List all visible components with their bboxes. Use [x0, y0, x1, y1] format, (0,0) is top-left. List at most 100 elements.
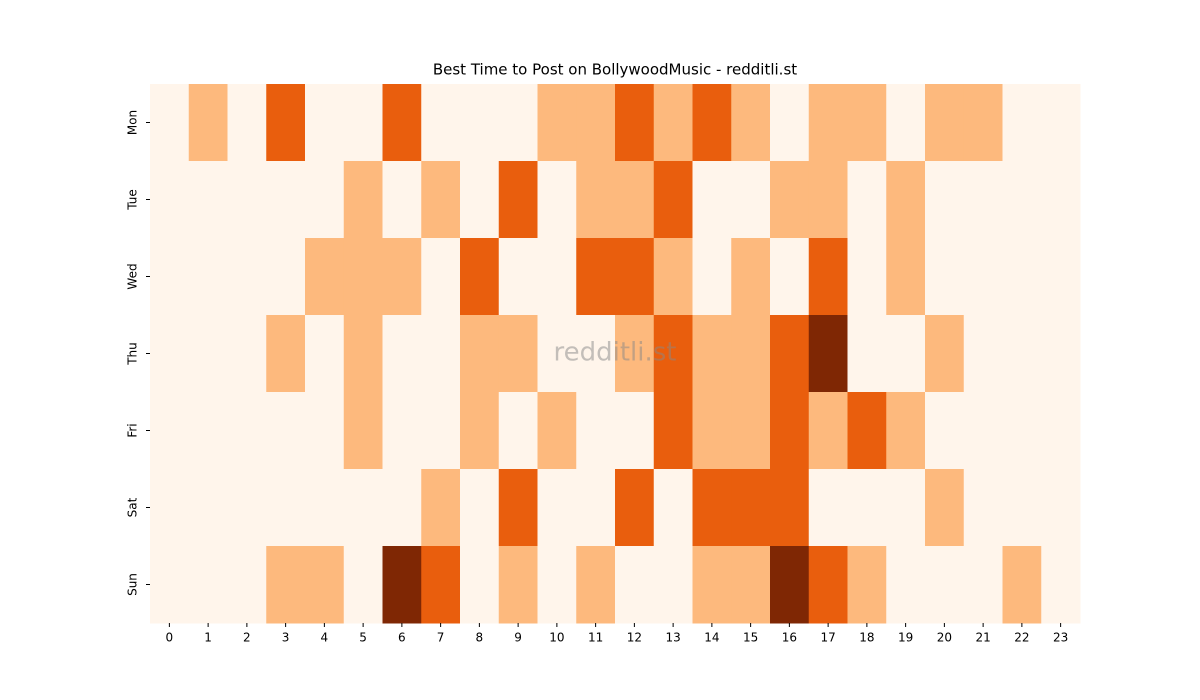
heatmap-cell: [266, 238, 306, 316]
heatmap-cell: [731, 469, 771, 547]
x-tick-label: 21: [975, 631, 990, 645]
heatmap-cell: [343, 392, 383, 470]
heatmap-cell: [150, 315, 190, 393]
heatmap-cell: [382, 546, 422, 624]
heatmap-cell: [227, 315, 267, 393]
heatmap-cell: [692, 392, 732, 470]
x-tick-label: 8: [476, 631, 484, 645]
heatmap-cell: [576, 161, 616, 239]
x-tick-label: 15: [743, 631, 758, 645]
heatmap-cell: [963, 546, 1003, 624]
heatmap-cell: [576, 315, 616, 393]
heatmap-cell: [808, 469, 848, 547]
heatmap-cell: [615, 546, 655, 624]
heatmap-cell: [925, 392, 965, 470]
heatmap-cell: [188, 469, 228, 547]
heatmap-cell: [576, 84, 616, 162]
heatmap-cell: [421, 392, 461, 470]
heatmap-cell: [615, 161, 655, 239]
heatmap-cell: [1002, 546, 1042, 624]
heatmap-cell: [963, 161, 1003, 239]
x-tick-label: 0: [166, 631, 174, 645]
heatmap-cell: [615, 315, 655, 393]
heatmap-cell: [615, 392, 655, 470]
heatmap-cell: [731, 161, 771, 239]
x-tick-label: 17: [820, 631, 835, 645]
heatmap-cell: [188, 161, 228, 239]
x-tick-label: 1: [204, 631, 212, 645]
heatmap-cell: [305, 84, 345, 162]
heatmap-cell: [150, 161, 190, 239]
heatmap-cell: [537, 546, 577, 624]
heatmap-cell: [925, 161, 965, 239]
heatmap-cell: [227, 546, 267, 624]
heatmap-cell: [343, 546, 383, 624]
heatmap-cell: [886, 546, 926, 624]
heatmap-cell: [808, 238, 848, 316]
x-tick-label: 23: [1053, 631, 1068, 645]
heatmap-cell: [382, 161, 422, 239]
heatmap-cell: [692, 84, 732, 162]
heatmap-cell: [692, 546, 732, 624]
heatmap-cell: [266, 161, 306, 239]
heatmap-cell: [653, 161, 693, 239]
heatmap-cell: [615, 469, 655, 547]
heatmap-cell: [886, 161, 926, 239]
heatmap-cell: [227, 161, 267, 239]
heatmap-cell: [653, 84, 693, 162]
x-tick-label: 3: [282, 631, 290, 645]
heatmap-cell: [1041, 315, 1081, 393]
x-tick-label: 6: [398, 631, 406, 645]
heatmap-cell: [963, 392, 1003, 470]
x-tick-label: 2: [243, 631, 251, 645]
x-tick-label: 7: [437, 631, 445, 645]
heatmap-cell: [1041, 546, 1081, 624]
heatmap-cell: [847, 238, 887, 316]
heatmap-cell: [847, 161, 887, 239]
heatmap-cell: [653, 315, 693, 393]
heatmap-cell: [770, 469, 810, 547]
heatmap-cell: [770, 161, 810, 239]
heatmap-cell: [305, 546, 345, 624]
heatmap-cell: [886, 469, 926, 547]
heatmap-cell: [266, 84, 306, 162]
heatmap-cell: [1002, 469, 1042, 547]
x-tick-label: 20: [937, 631, 952, 645]
heatmap-cell: [692, 161, 732, 239]
y-tick-label: Mon: [126, 110, 140, 135]
heatmap-cell: [653, 392, 693, 470]
heatmap-cell: [537, 161, 577, 239]
heatmap-cell: [537, 238, 577, 316]
y-tick-label: Sun: [126, 573, 140, 596]
y-tick-label: Tue: [126, 189, 140, 211]
heatmap-cell: [305, 392, 345, 470]
heatmap-cell: [731, 546, 771, 624]
heatmap-cell: [808, 161, 848, 239]
heatmap-cell: [498, 84, 538, 162]
x-tick-label: 13: [665, 631, 680, 645]
x-tick-label: 5: [359, 631, 367, 645]
heatmap-cell: [343, 84, 383, 162]
x-tick-label: 18: [859, 631, 874, 645]
heatmap-cell: [1002, 392, 1042, 470]
heatmap-cell: [537, 315, 577, 393]
heatmap-cell: [770, 315, 810, 393]
heatmap-cell: [653, 238, 693, 316]
heatmap-cell: [227, 469, 267, 547]
heatmap-cell: [808, 392, 848, 470]
heatmap-cell: [188, 84, 228, 162]
heatmap-cell: [498, 469, 538, 547]
heatmap-cell: [1041, 392, 1081, 470]
heatmap-cell: [963, 84, 1003, 162]
heatmap-cell: [460, 161, 500, 239]
heatmap-cell: [460, 469, 500, 547]
x-tick-label: 16: [782, 631, 797, 645]
heatmap-cell: [1041, 161, 1081, 239]
heatmap-cell: [421, 546, 461, 624]
heatmap-cell: [421, 469, 461, 547]
heatmap-cell: [615, 84, 655, 162]
heatmap-cell: [1002, 84, 1042, 162]
heatmap-cell: [150, 392, 190, 470]
heatmap-cell: [227, 238, 267, 316]
heatmap-cell: [653, 469, 693, 547]
